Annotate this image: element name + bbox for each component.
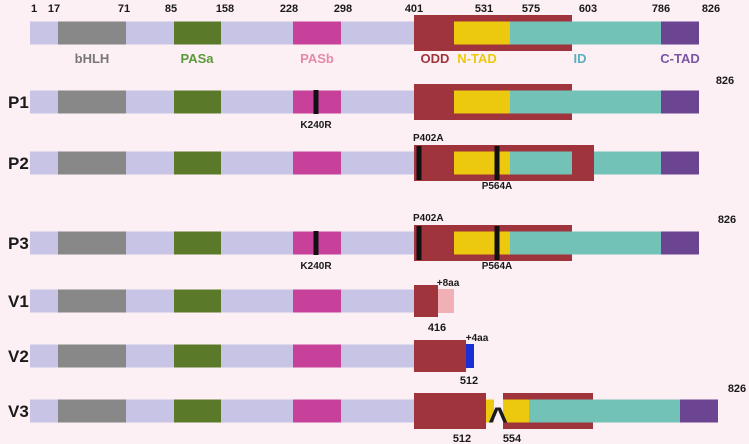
row-label-v2: V2	[8, 347, 29, 366]
ruler-label-531: 531	[475, 3, 493, 15]
row-p1-domain-ctad	[661, 90, 699, 114]
row-p1-end-label: 826	[716, 75, 734, 87]
row-label-p1: P1	[8, 93, 29, 112]
row-v3-domain-bhlh	[58, 399, 126, 423]
reference-row-domain-pasb	[293, 21, 341, 45]
ruler-label-401: 401	[405, 3, 423, 15]
row-v2-extension	[466, 344, 474, 368]
row-p3-domain-pasa	[174, 231, 221, 255]
row-p2-domain-bhlh	[58, 151, 126, 175]
row-p3-domain-bhlh	[58, 231, 126, 255]
row-p1-mutation-label-k240r: K240R	[300, 120, 332, 131]
row-v3-domain-pasa	[174, 399, 221, 423]
row-v3-domain-odd-left	[414, 393, 486, 429]
row-p2-domain-pasa	[174, 151, 221, 175]
domain-label-ntad: N-TAD	[457, 51, 496, 66]
ruler-label-826: 826	[702, 3, 720, 15]
row-p1-mutation-k240r	[313, 90, 319, 114]
row-label-v3: V3	[8, 402, 29, 421]
row-p2-domain-odd-extension	[572, 145, 594, 181]
ruler-label-575: 575	[522, 3, 540, 15]
row-v3-domain-pasb	[293, 399, 341, 423]
domain-label-bhlh: bHLH	[75, 51, 110, 66]
ruler-label-85: 85	[165, 3, 177, 15]
row-v1-domain-bhlh	[58, 289, 126, 313]
row-p2-domain-ntad	[454, 151, 512, 175]
reference-row-domain-ntad	[454, 21, 512, 45]
domain-label-pasb: PASb	[300, 51, 334, 66]
row-label-p2: P2	[8, 154, 29, 173]
row-p3-mutation-label-p564a: P564A	[482, 261, 513, 272]
ruler-label-603: 603	[579, 3, 597, 15]
row-p3-mutation-k240r	[313, 231, 319, 255]
row-p3-domain-id	[510, 231, 661, 255]
row-p2-domain-pasb	[293, 151, 341, 175]
row-v1-extension	[438, 289, 454, 313]
ruler-label-71: 71	[118, 3, 130, 15]
row-v2-domain-pasa	[174, 344, 221, 368]
row-p1-domain-pasa	[174, 90, 221, 114]
row-label-p3: P3	[8, 234, 29, 253]
row-p2-mutation-label-p402a: P402A	[413, 133, 444, 144]
ruler-label-17: 17	[48, 3, 60, 15]
reference-row-domain-ctad	[661, 21, 699, 45]
row-v2-extension-label: +4aa	[466, 333, 489, 344]
row-v2-domain-bhlh	[58, 344, 126, 368]
reference-row-domain-pasa	[174, 21, 221, 45]
row-p3-end-label: 826	[718, 214, 736, 226]
row-p3-mutation-label-k240r: K240R	[300, 261, 332, 272]
row-v2-domain-odd	[414, 340, 466, 372]
row-v1-end-label: 416	[428, 322, 446, 334]
row-v1-extension-label: +8aa	[437, 278, 460, 289]
row-v3-deletion-caret: ^	[488, 401, 508, 439]
row-p2-mutation-label-p564a: P564A	[482, 181, 513, 192]
row-p3-mutation-label-p402a: P402A	[413, 213, 444, 224]
row-v1-domain-pasa	[174, 289, 221, 313]
row-p1-domain-ntad	[454, 90, 512, 114]
row-p3-mutation-p564a	[494, 226, 500, 260]
row-v3-domain-ntad-right	[503, 399, 529, 423]
row-p3-domain-ctad	[661, 231, 699, 255]
ruler-label-228: 228	[280, 3, 298, 15]
row-p1-domain-bhlh	[58, 90, 126, 114]
reference-row-domain-id	[510, 21, 661, 45]
row-v3-domain-ctad	[680, 399, 718, 423]
ruler-label-786: 786	[652, 3, 670, 15]
row-p3-domain-ntad	[454, 231, 512, 255]
domain-label-ctad: C-TAD	[660, 51, 699, 66]
reference-row-domain-bhlh	[58, 21, 126, 45]
ruler-label-158: 158	[216, 3, 234, 15]
row-p2-domain-ctad	[661, 151, 699, 175]
row-v1-domain-odd	[414, 285, 438, 317]
domain-label-id: ID	[574, 51, 587, 66]
row-v3-deletion-start-label: 512	[453, 433, 471, 444]
row-v1-domain-pasb	[293, 289, 341, 313]
row-p1-domain-id	[510, 90, 661, 114]
row-v2-domain-pasb	[293, 344, 341, 368]
row-v3-domain-ntad-left	[486, 399, 494, 423]
row-v3-domain-id	[529, 399, 680, 423]
row-v3-end-label: 826	[728, 383, 746, 395]
row-p2-mutation-p564a	[494, 146, 500, 180]
domain-label-odd: ODD	[421, 51, 450, 66]
row-label-v1: V1	[8, 292, 29, 311]
ruler-label-1: 1	[31, 3, 37, 15]
row-v2-end-label: 512	[460, 375, 478, 387]
row-p2-mutation-p402a	[416, 146, 422, 180]
row-v3-deletion-end-label: 554	[503, 433, 522, 444]
row-p3-mutation-p402a	[416, 226, 422, 260]
ruler-label-298: 298	[334, 3, 352, 15]
domain-label-pasa: PASa	[181, 51, 215, 66]
